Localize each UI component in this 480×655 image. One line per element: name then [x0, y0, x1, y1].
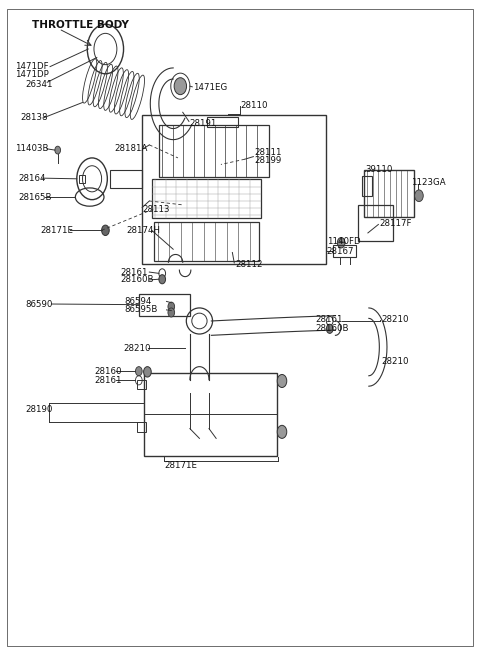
Bar	[137, 380, 146, 390]
Text: 86595B: 86595B	[124, 305, 158, 314]
Text: 28199: 28199	[254, 156, 282, 165]
Text: 11403B: 11403B	[15, 144, 48, 153]
Circle shape	[168, 302, 175, 311]
Circle shape	[415, 190, 423, 202]
Text: 28161: 28161	[95, 376, 122, 385]
Circle shape	[337, 238, 345, 248]
Text: 28113: 28113	[142, 205, 169, 214]
Text: 1123GA: 1123GA	[411, 178, 445, 187]
Bar	[152, 179, 262, 218]
Bar	[362, 176, 372, 196]
Circle shape	[174, 78, 187, 95]
Text: 28110: 28110	[240, 102, 267, 110]
Text: 39110: 39110	[365, 165, 393, 174]
Text: 28138: 28138	[21, 113, 48, 122]
Circle shape	[277, 425, 287, 438]
Text: 28164: 28164	[18, 174, 46, 183]
Bar	[154, 222, 259, 261]
Text: THROTTLE BODY: THROTTLE BODY	[33, 20, 129, 30]
Text: 28112: 28112	[235, 261, 263, 269]
Text: 28181A: 28181A	[115, 144, 148, 153]
Text: 28171E: 28171E	[165, 460, 198, 470]
Text: 28161: 28161	[315, 315, 343, 324]
Bar	[137, 422, 146, 432]
Bar	[364, 170, 414, 217]
Text: 28191: 28191	[189, 119, 216, 128]
Text: 28210: 28210	[123, 344, 151, 353]
Text: 28161: 28161	[120, 267, 148, 276]
Text: 28190: 28190	[25, 405, 53, 413]
Circle shape	[102, 225, 109, 236]
Text: 28167: 28167	[326, 247, 353, 255]
Circle shape	[168, 308, 175, 317]
Bar	[359, 205, 393, 241]
Text: 28165B: 28165B	[18, 193, 51, 202]
Circle shape	[326, 324, 333, 333]
Text: 1471EG: 1471EG	[193, 83, 228, 92]
Text: 28160B: 28160B	[315, 324, 349, 333]
Bar	[110, 170, 142, 188]
Text: 28171E: 28171E	[40, 226, 73, 235]
Text: 1471DF: 1471DF	[15, 62, 48, 71]
Bar	[142, 115, 326, 263]
Bar	[333, 246, 356, 257]
Text: 28210: 28210	[381, 315, 409, 324]
Bar	[139, 293, 191, 316]
Text: 86594: 86594	[124, 297, 152, 306]
Text: 86590: 86590	[25, 299, 53, 309]
Circle shape	[277, 375, 287, 388]
Text: 1471DP: 1471DP	[15, 70, 48, 79]
Text: 28174H: 28174H	[126, 226, 160, 235]
Text: 28210: 28210	[381, 357, 409, 366]
Bar	[144, 373, 277, 456]
Text: 26341: 26341	[25, 80, 53, 88]
Text: 28160B: 28160B	[120, 275, 154, 284]
Circle shape	[135, 367, 142, 376]
Circle shape	[55, 146, 60, 154]
Text: 28111: 28111	[254, 148, 282, 157]
Text: 28160: 28160	[95, 367, 122, 376]
Circle shape	[159, 274, 166, 284]
Text: 28117F: 28117F	[380, 219, 412, 228]
Circle shape	[144, 367, 151, 377]
Bar	[206, 117, 238, 126]
Bar	[159, 125, 269, 178]
Bar	[79, 175, 85, 183]
Text: 1140FD: 1140FD	[327, 237, 360, 246]
